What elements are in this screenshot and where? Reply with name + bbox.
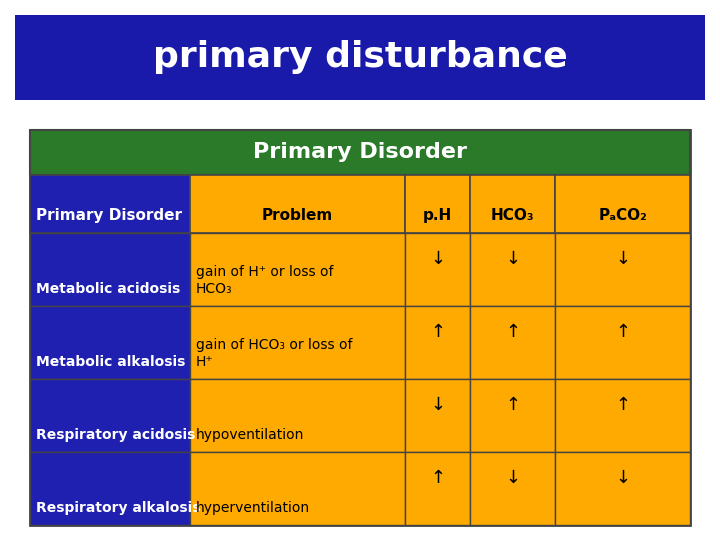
Text: primary disturbance: primary disturbance xyxy=(153,40,567,75)
Bar xyxy=(190,175,405,233)
Bar xyxy=(405,379,470,452)
Bar xyxy=(190,379,405,452)
Bar xyxy=(405,233,470,306)
Bar xyxy=(30,379,190,452)
Bar xyxy=(30,452,190,525)
Text: Primary Disorder: Primary Disorder xyxy=(253,143,467,163)
Text: ↓: ↓ xyxy=(615,249,630,267)
Bar xyxy=(190,306,405,379)
Text: Respiratory acidosis: Respiratory acidosis xyxy=(36,428,195,442)
Bar xyxy=(555,233,690,306)
Bar xyxy=(190,233,405,306)
Bar xyxy=(470,452,555,525)
Text: hypoventilation: hypoventilation xyxy=(196,428,305,442)
Text: ↑: ↑ xyxy=(615,322,630,341)
Text: ↑: ↑ xyxy=(615,395,630,414)
Bar xyxy=(470,175,555,233)
Text: ↓: ↓ xyxy=(430,395,445,414)
Text: ↑: ↑ xyxy=(430,469,445,487)
Text: PₐCO₂: PₐCO₂ xyxy=(598,208,647,223)
Bar xyxy=(405,306,470,379)
Text: ↑: ↑ xyxy=(430,322,445,341)
Text: Primary Disorder: Primary Disorder xyxy=(36,208,182,223)
Text: hyperventilation: hyperventilation xyxy=(196,501,310,515)
Bar xyxy=(30,175,190,233)
Text: gain of H⁺ or loss of
HCO₃: gain of H⁺ or loss of HCO₃ xyxy=(196,265,333,296)
Bar xyxy=(470,379,555,452)
Bar xyxy=(470,306,555,379)
Bar xyxy=(555,379,690,452)
Text: Metabolic acidosis: Metabolic acidosis xyxy=(36,282,180,296)
Text: ↑: ↑ xyxy=(505,395,520,414)
Bar xyxy=(555,306,690,379)
Text: ↓: ↓ xyxy=(430,249,445,267)
Bar xyxy=(30,233,190,306)
Text: gain of HCO₃ or loss of
H⁺: gain of HCO₃ or loss of H⁺ xyxy=(196,338,353,369)
Bar xyxy=(405,175,470,233)
Text: Respiratory alkalosis: Respiratory alkalosis xyxy=(36,501,200,515)
Text: ↑: ↑ xyxy=(505,322,520,341)
Text: HCO₃: HCO₃ xyxy=(491,208,534,223)
Bar xyxy=(555,175,690,233)
Bar xyxy=(555,452,690,525)
Text: ↓: ↓ xyxy=(505,249,520,267)
Bar xyxy=(405,452,470,525)
Bar xyxy=(470,233,555,306)
Text: ↓: ↓ xyxy=(615,469,630,487)
Bar xyxy=(15,15,705,100)
Bar xyxy=(30,306,190,379)
Bar xyxy=(30,130,690,175)
Text: p.H: p.H xyxy=(423,208,452,223)
Text: Metabolic alkalosis: Metabolic alkalosis xyxy=(36,355,185,369)
Bar xyxy=(30,130,690,525)
Text: Problem: Problem xyxy=(262,208,333,223)
Text: ↓: ↓ xyxy=(505,469,520,487)
Bar xyxy=(190,452,405,525)
